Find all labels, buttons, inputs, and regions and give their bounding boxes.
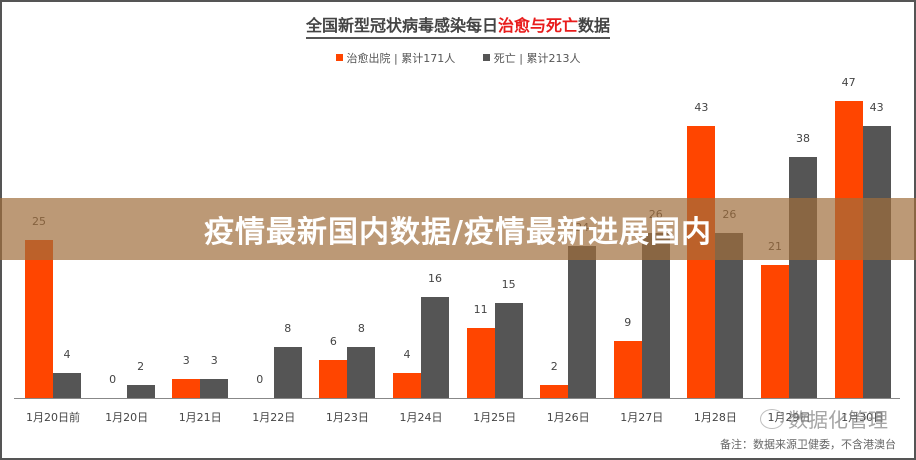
data-label: 11 [473, 303, 488, 317]
data-label: 0 [256, 373, 264, 386]
data-label: 2 [550, 360, 558, 374]
overlay-banner: 疫情最新国内数据/疫情最新进展国内 [0, 198, 916, 260]
data-label: 3 [210, 354, 218, 368]
plot-area: 254023308684161115224926432621384743 [14, 76, 900, 398]
bar-deaths-5 [421, 296, 449, 398]
x-tick-label: 1月27日 [620, 411, 664, 424]
bar-deaths-0 [53, 372, 81, 398]
bar-recovered-9 [687, 125, 716, 398]
bar-deaths-2 [200, 379, 229, 398]
bar-recovered-5 [393, 372, 421, 398]
chart-title: 全国新型冠状病毒感染每日治愈与死亡数据 [0, 12, 916, 39]
title-prefix: 全国新型冠状病毒感染每日 [305, 16, 498, 35]
x-tick-label: 1月21日 [178, 411, 222, 424]
bar-deaths-7 [568, 246, 597, 398]
data-label: 4 [403, 347, 411, 361]
x-tick-label: 1月26日 [546, 411, 590, 424]
legend-item-recovered: 治愈出院 | 累计171人 [335, 50, 456, 66]
title-highlight: 治愈与死亡 [497, 16, 578, 35]
data-label: 2 [137, 360, 145, 374]
data-label: 0 [109, 373, 117, 386]
x-axis-line [14, 398, 900, 399]
bar-recovered-7 [540, 385, 569, 398]
data-label: 43 [694, 100, 709, 114]
bar-recovered-0 [25, 239, 53, 398]
data-label: 43 [869, 100, 884, 114]
source-note: 备注：数据来源卫健委，不含港澳台 [720, 438, 896, 451]
bar-deaths-10 [789, 157, 817, 398]
bar-deaths-11 [862, 125, 891, 398]
x-tick-label: 1月20日 [105, 411, 149, 424]
bar-deaths-4 [347, 347, 376, 398]
legend-swatch-recovered-icon [335, 54, 343, 61]
x-tick-label: 1月28日 [693, 411, 737, 424]
x-tick-label: 1月25日 [473, 411, 517, 424]
watermark: 数据化管理 [760, 404, 888, 433]
data-label: 6 [329, 335, 337, 349]
data-label: 8 [284, 322, 292, 336]
title-suffix: 数据 [578, 16, 611, 35]
data-label: 38 [796, 132, 810, 146]
bar-recovered-2 [172, 379, 201, 398]
bar-recovered-10 [761, 265, 789, 398]
watermark-text: 数据化管理 [788, 408, 888, 432]
data-label: 4 [63, 347, 71, 361]
x-tick-label: 1月20日前 [26, 411, 80, 424]
data-label: 16 [428, 271, 442, 285]
data-label: 9 [624, 316, 632, 330]
chart-legend: 治愈出院 | 累计171人 死亡 | 累计213人 [0, 50, 916, 66]
bar-recovered-8 [613, 341, 642, 398]
legend-item-deaths: 死亡 | 累计213人 [482, 50, 581, 66]
wechat-icon [760, 409, 784, 429]
bar-deaths-8 [641, 233, 670, 398]
legend-label-deaths: 死亡 | 累计213人 [493, 52, 581, 65]
legend-swatch-deaths-icon [482, 54, 490, 61]
data-label: 8 [357, 322, 365, 336]
data-label: 15 [501, 278, 516, 292]
bar-deaths-1 [126, 385, 155, 398]
legend-label-recovered: 治愈出院 | 累计171人 [346, 52, 456, 65]
bar-deaths-3 [273, 347, 302, 398]
x-tick-label: 1月22日 [252, 411, 296, 424]
x-tick-label: 1月23日 [325, 411, 369, 424]
bar-recovered-6 [466, 328, 495, 398]
data-label: 3 [182, 354, 190, 368]
bar-deaths-9 [715, 233, 744, 398]
x-tick-label: 1月30日 [841, 411, 885, 424]
data-label: 47 [841, 75, 856, 89]
x-tick-label: 1月24日 [399, 411, 443, 424]
bar-deaths-6 [494, 303, 523, 398]
banner-text: 疫情最新国内数据/疫情最新进展国内 [204, 215, 712, 250]
bar-recovered-4 [319, 360, 348, 398]
